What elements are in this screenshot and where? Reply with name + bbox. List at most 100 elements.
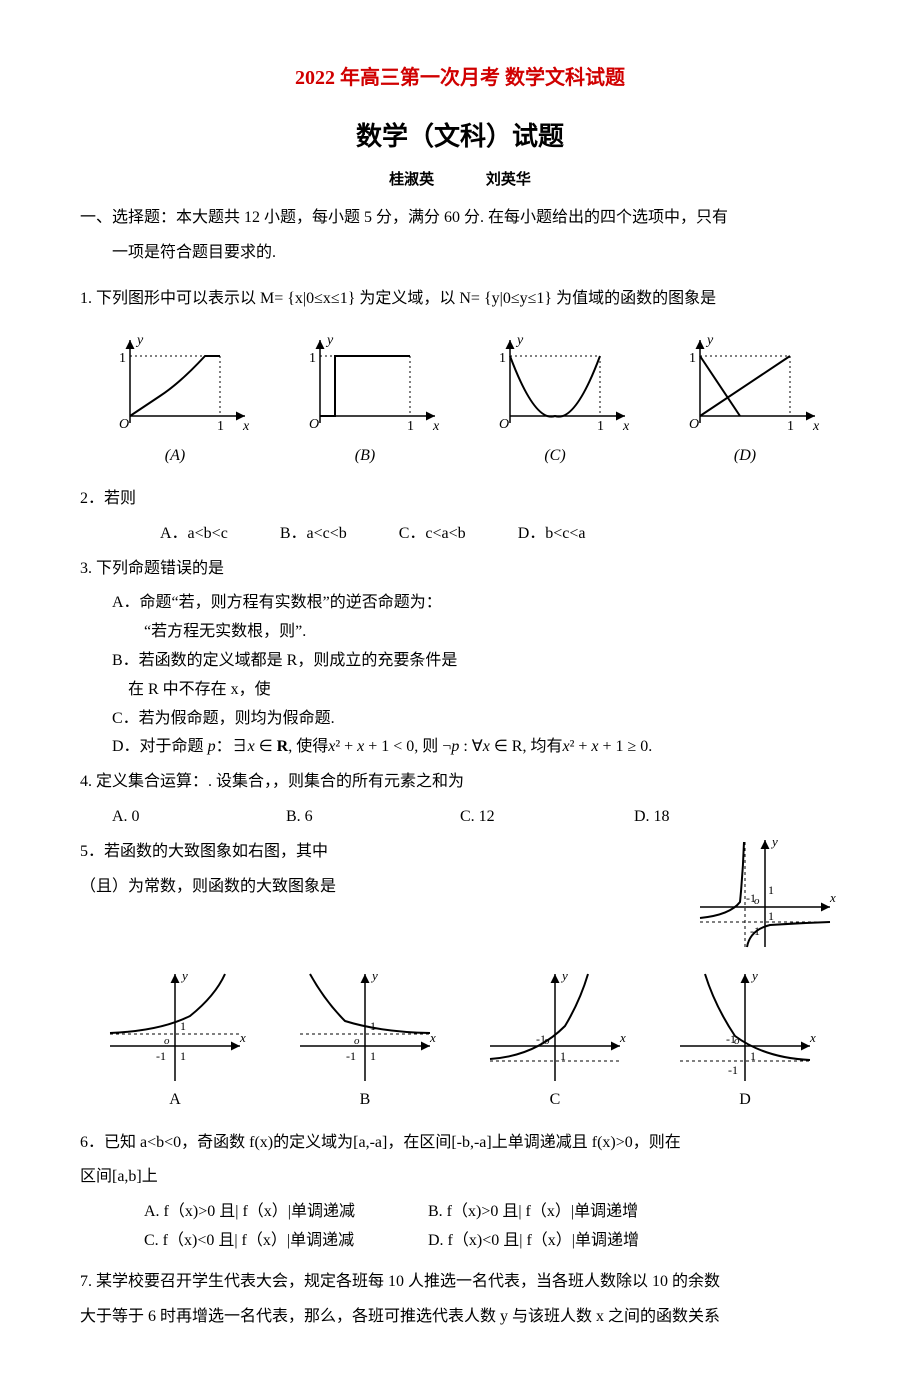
svg-text:x: x [429, 1030, 436, 1045]
q3-a2: “若方程无实数根，则”. [80, 618, 840, 647]
q3-b1: B．若函数的定义域都是 R，则成立的充要条件是 [80, 647, 840, 676]
q4-text: 4. 定义集合运算：. 设集合，，则集合的所有元素之和为 [80, 768, 840, 797]
q4-d: D. 18 [634, 803, 804, 832]
svg-text:O: O [309, 417, 319, 432]
svg-text:y: y [750, 968, 758, 983]
q4-c: C. 12 [460, 803, 630, 832]
q2-choices: A．a<b<c B．a<c<b C．c<a<b D．b<c<a [80, 520, 840, 549]
svg-text:1: 1 [768, 883, 774, 897]
red-title: 2022 年高三第一次月考 数学文科试题 [80, 60, 840, 96]
q5-label-d: D [670, 1086, 820, 1115]
q5-graph-c: -1 1 o x y C [480, 966, 630, 1115]
q3-d: D．对于命题 p：∃x ∈ R, 使得x² + x + 1 < 0, 则 ¬p … [80, 733, 840, 762]
q1-graph-b: 1 O 1 x y (B) [285, 328, 445, 471]
svg-text:O: O [499, 417, 509, 432]
q4-choices: A. 0 B. 6 C. 12 D. 18 [80, 803, 840, 832]
q1-graphs: 1 O 1 x y (A) 1 O 1 x y (B) [80, 328, 840, 471]
q1-graph-c: 1 O 1 x y (C) [475, 328, 635, 471]
author-1: 桂淑英 [389, 172, 434, 188]
svg-text:O: O [119, 417, 129, 432]
svg-text:x: x [239, 1030, 246, 1045]
svg-text:1: 1 [370, 1049, 376, 1063]
q5-label-a: A [100, 1086, 250, 1115]
svg-text:y: y [705, 333, 714, 348]
q1-text: 1. 下列图形中可以表示以 M= {x|0≤x≤1} 为定义域，以 N= {y|… [80, 285, 840, 314]
main-title: 数学（文科）试题 [80, 114, 840, 161]
svg-text:o: o [354, 1035, 360, 1047]
q6-b: B. f（x)>0 且| f（x）|单调递增 [428, 1198, 708, 1227]
q2-b: B．a<c<b [280, 520, 347, 549]
q5-graph-b: 1 1 -1 o x y B [290, 966, 440, 1115]
q1-graph-d: 1 O 1 x y (D) [665, 328, 825, 471]
svg-text:x: x [622, 419, 630, 434]
svg-text:1: 1 [119, 351, 126, 366]
q3-text: 3. 下列命题错误的是 [80, 555, 840, 584]
svg-text:1: 1 [407, 419, 414, 434]
svg-text:1: 1 [787, 419, 794, 434]
svg-text:x: x [809, 1030, 816, 1045]
svg-text:1: 1 [370, 1019, 376, 1033]
svg-text:o: o [544, 1035, 550, 1047]
svg-text:-1: -1 [346, 1049, 356, 1063]
q5-graph-d: -1 1 -1 o x y D [670, 966, 820, 1115]
q5-graphs: 1 -1 1 o x y A 1 1 -1 o x y B [80, 966, 840, 1115]
q6-line1: 6．已知 a<b<0，奇函数 f(x)的定义域为[a,-a]，在区间[-b,-a… [80, 1129, 840, 1158]
svg-text:1: 1 [689, 351, 696, 366]
q3-c: C．若为假命题，则均为假命题. [80, 705, 840, 734]
svg-text:y: y [325, 333, 334, 348]
q1-label-d: (D) [665, 442, 825, 471]
q5-line2: （且）为常数，则函数的大致图象是 [80, 873, 690, 902]
q5-label-c: C [480, 1086, 630, 1115]
svg-text:1: 1 [768, 909, 774, 923]
svg-text:x: x [619, 1030, 626, 1045]
svg-text:1: 1 [217, 419, 224, 434]
svg-text:o: o [734, 1035, 740, 1047]
svg-text:-1: -1 [156, 1049, 166, 1063]
q6-choices-1: A. f（x)>0 且| f（x）|单调递减 B. f（x)>0 且| f（x）… [80, 1198, 840, 1227]
q4-b: B. 6 [286, 803, 456, 832]
svg-text:x: x [242, 419, 250, 434]
svg-text:O: O [689, 417, 699, 432]
svg-text:-1: -1 [750, 924, 760, 938]
q1-graph-a: 1 O 1 x y (A) [95, 328, 255, 471]
svg-text:1: 1 [499, 351, 506, 366]
svg-text:y: y [370, 968, 378, 983]
svg-text:y: y [560, 968, 568, 983]
q5-label-b: B [290, 1086, 440, 1115]
authors: 桂淑英 刘英华 [80, 167, 840, 194]
svg-text:y: y [770, 834, 778, 849]
q6-line2: 区间[a,b]上 [80, 1163, 840, 1192]
svg-text:1: 1 [597, 419, 604, 434]
svg-text:x: x [812, 419, 820, 434]
q1-label-a: (A) [95, 442, 255, 471]
q7-line2: 大于等于 6 时再增选一名代表，那么，各班可推选代表人数 y 与该班人数 x 之… [80, 1303, 840, 1332]
q2-d: D．b<c<a [518, 520, 586, 549]
q7-line1: 7. 某学校要召开学生代表大会，规定各班每 10 人推选一名代表，当各班人数除以… [80, 1268, 840, 1297]
svg-text:1: 1 [309, 351, 316, 366]
svg-text:1: 1 [180, 1049, 186, 1063]
intro-line-2: 一项是符合题目要求的. [80, 239, 840, 268]
q2-text: 2．若则 [80, 485, 840, 514]
q2-c: C．c<a<b [399, 520, 466, 549]
author-2: 刘英华 [486, 172, 531, 188]
svg-text:y: y [180, 968, 188, 983]
svg-text:-1: -1 [728, 1063, 738, 1077]
svg-text:1: 1 [750, 1049, 756, 1063]
svg-text:o: o [164, 1035, 170, 1047]
q6-choices-2: C. f（x)<0 且| f（x）|单调递减 D. f（x)<0 且| f（x）… [80, 1227, 840, 1256]
q5-ref-graph: x y 1 -1 1 -1 o [690, 832, 840, 952]
q6-d: D. f（x)<0 且| f（x）|单调递增 [428, 1227, 708, 1256]
intro-line-1: 一、选择题：本大题共 12 小题，每小题 5 分，满分 60 分. 在每小题给出… [80, 204, 840, 233]
q3-d-label: D．对于命题 p：∃x ∈ R, 使得x² + x + 1 < 0, 则 ¬p … [112, 738, 652, 755]
svg-text:y: y [515, 333, 524, 348]
q1-label-c: (C) [475, 442, 635, 471]
q5-line1: 5．若函数的大致图象如右图，其中 [80, 838, 690, 867]
svg-text:x: x [829, 890, 836, 905]
q3-b2: 在 R 中不存在 x，使 [80, 676, 840, 705]
q1-label-b: (B) [285, 442, 445, 471]
q6-a: A. f（x)>0 且| f（x）|单调递减 [144, 1198, 424, 1227]
q4-a: A. 0 [112, 803, 282, 832]
svg-text:o: o [754, 895, 760, 907]
q6-c: C. f（x)<0 且| f（x）|单调递减 [144, 1227, 424, 1256]
svg-text:1: 1 [180, 1019, 186, 1033]
